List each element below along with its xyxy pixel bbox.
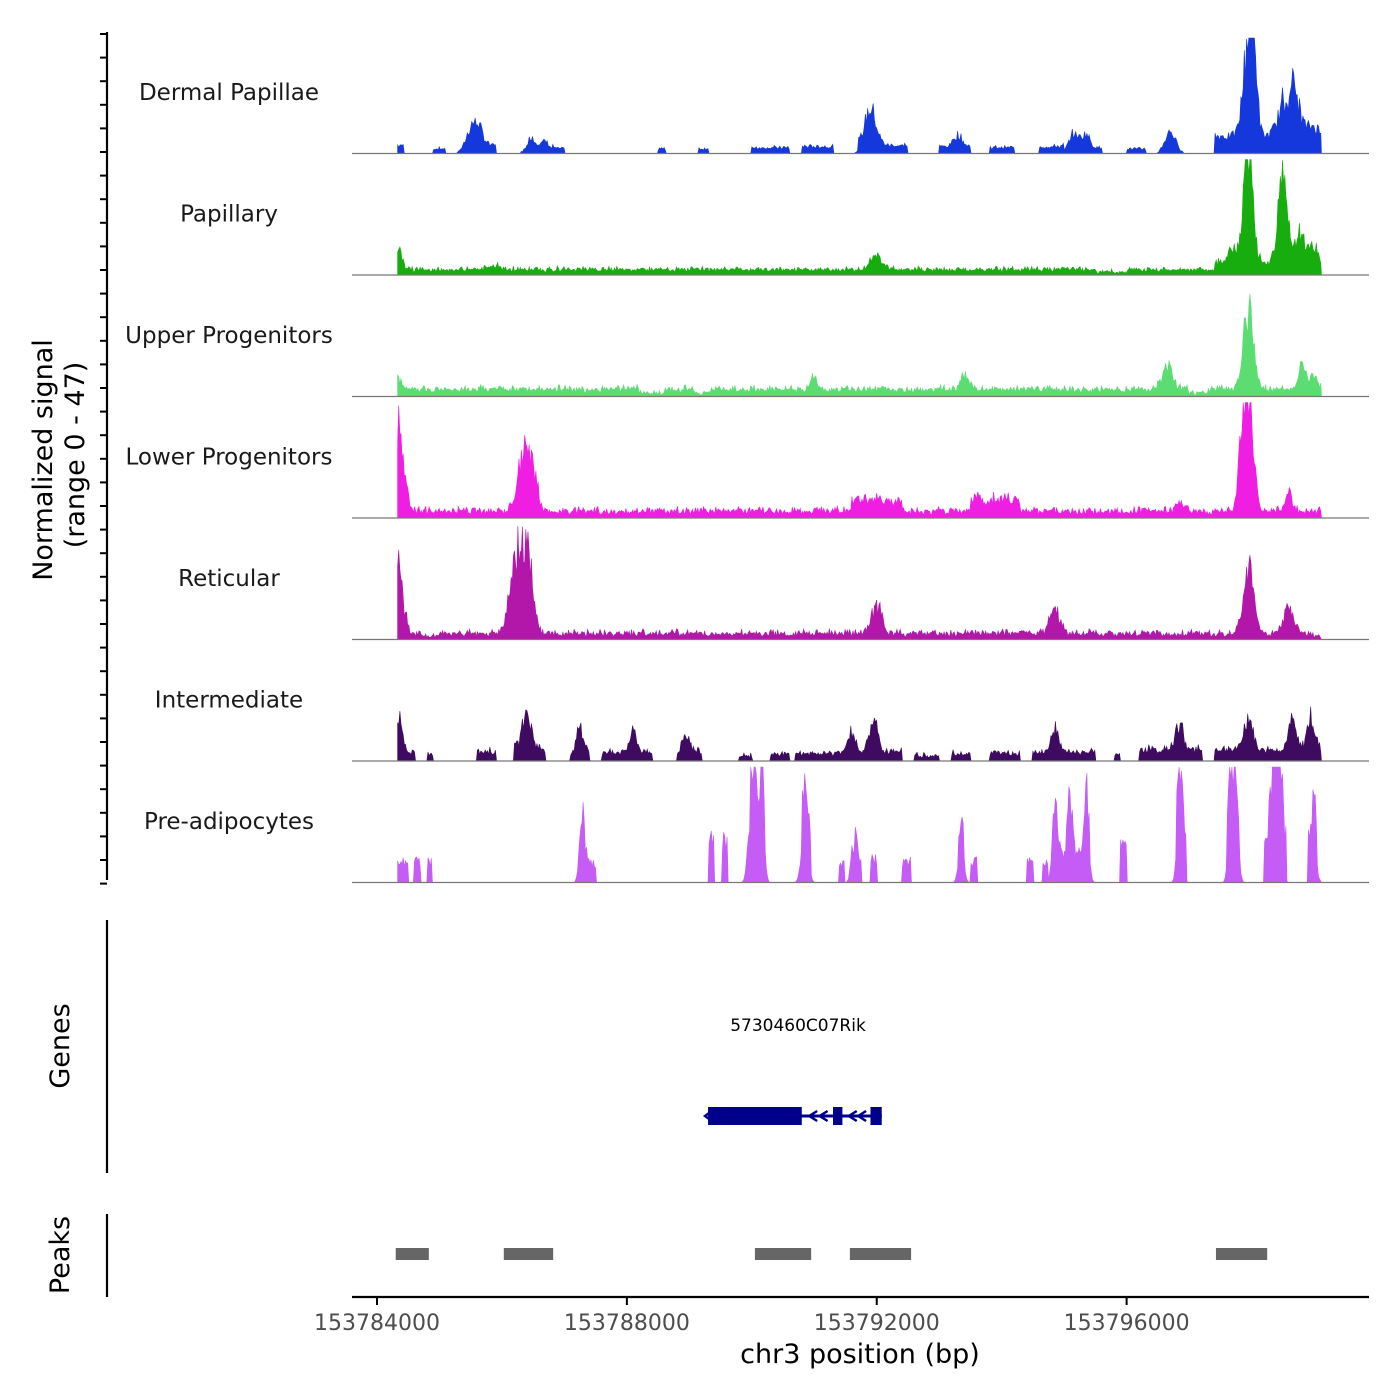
signal-tracks: Dermal Papillae Papillary Upper Progenitor…: [125, 37, 1369, 884]
x-tick-label: 153792000: [814, 1311, 940, 1336]
track-label: Intermediate: [155, 688, 303, 714]
peak-region-bar: [1215, 1248, 1268, 1260]
track-label: Reticular: [178, 566, 280, 592]
strand-arrow: [855, 1109, 867, 1123]
x-tick-label: 153796000: [1064, 1311, 1190, 1336]
track-label: Papillary: [180, 202, 278, 228]
strand-arrow: [817, 1109, 829, 1123]
strand-arrow: [846, 1109, 858, 1123]
track-area-5: [397, 706, 1322, 762]
track-area-2: [397, 294, 1322, 397]
track-area-3: [397, 402, 1322, 519]
gene-name-label: 5730460C07Rik: [730, 1016, 866, 1036]
track-label: Lower Progenitors: [126, 445, 333, 471]
gene-exon: [833, 1107, 843, 1125]
track-area-1: [397, 159, 1322, 276]
y-axis-label-line2: (range 0 - 47): [60, 362, 91, 549]
track-area-0: [397, 37, 1322, 154]
y-axis-label-line1: Normalized signal: [28, 339, 59, 581]
x-axis-label: chr3 position (bp): [740, 1339, 980, 1370]
peak-region-bar: [849, 1248, 912, 1260]
gene-exon: [870, 1107, 882, 1125]
strand-arrow: [702, 1109, 714, 1123]
peak-region-bar: [754, 1248, 812, 1260]
genes-panel-label: Genes: [45, 1003, 76, 1088]
x-axis-ticks: 153784000 153788000 153792000 153796000: [314, 1297, 1190, 1336]
gene-model: [702, 1107, 882, 1125]
x-tick-label: 153788000: [564, 1311, 690, 1336]
track-label: Upper Progenitors: [125, 323, 333, 349]
track-label: Pre-adipocytes: [144, 809, 314, 835]
peak-regions: [395, 1248, 1268, 1260]
gene-exon: [708, 1107, 802, 1125]
track-label: Dermal Papillae: [139, 80, 319, 106]
peaks-panel-label: Peaks: [45, 1216, 76, 1294]
x-tick-label: 153784000: [314, 1311, 440, 1336]
signal-y-ticks: [100, 33, 107, 885]
strand-arrow: [806, 1109, 818, 1123]
peak-region-bar: [503, 1248, 554, 1260]
track-area-4: [397, 526, 1322, 640]
peak-region-bar: [395, 1248, 429, 1260]
track-area-6: [397, 766, 1323, 883]
